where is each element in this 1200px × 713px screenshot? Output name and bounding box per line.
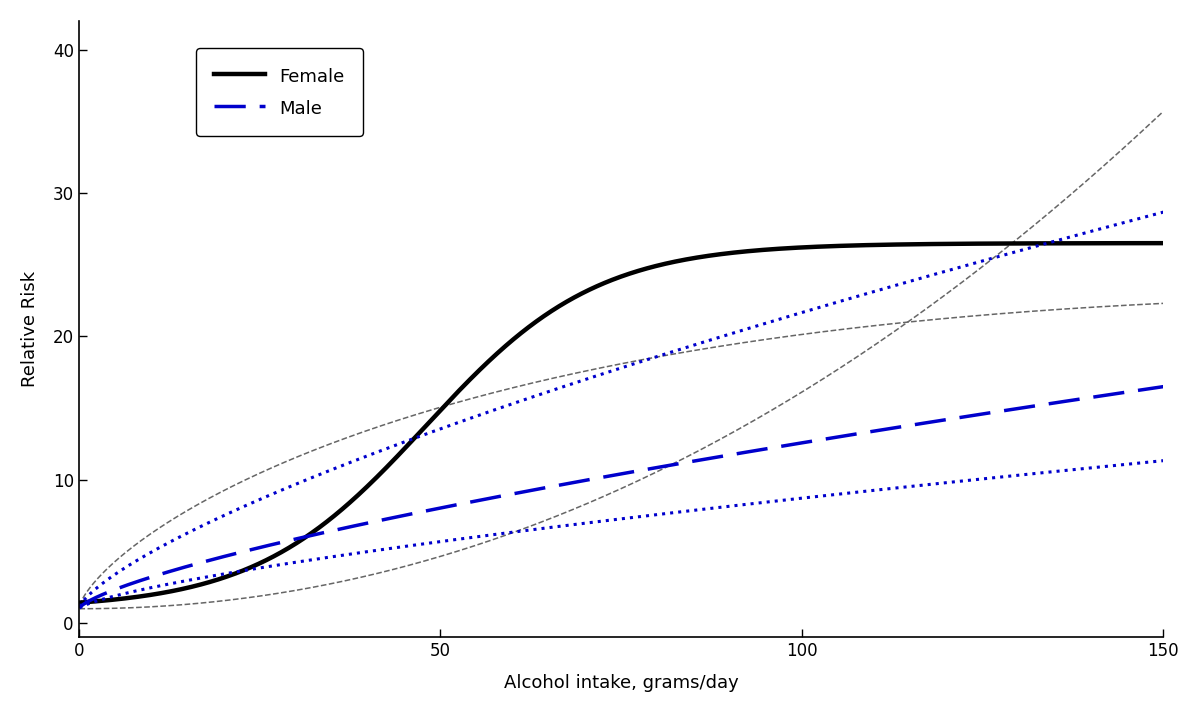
Legend: Female, Male: Female, Male xyxy=(197,48,362,135)
X-axis label: Alcohol intake, grams/day: Alcohol intake, grams/day xyxy=(504,674,738,692)
Y-axis label: Relative Risk: Relative Risk xyxy=(20,271,38,387)
